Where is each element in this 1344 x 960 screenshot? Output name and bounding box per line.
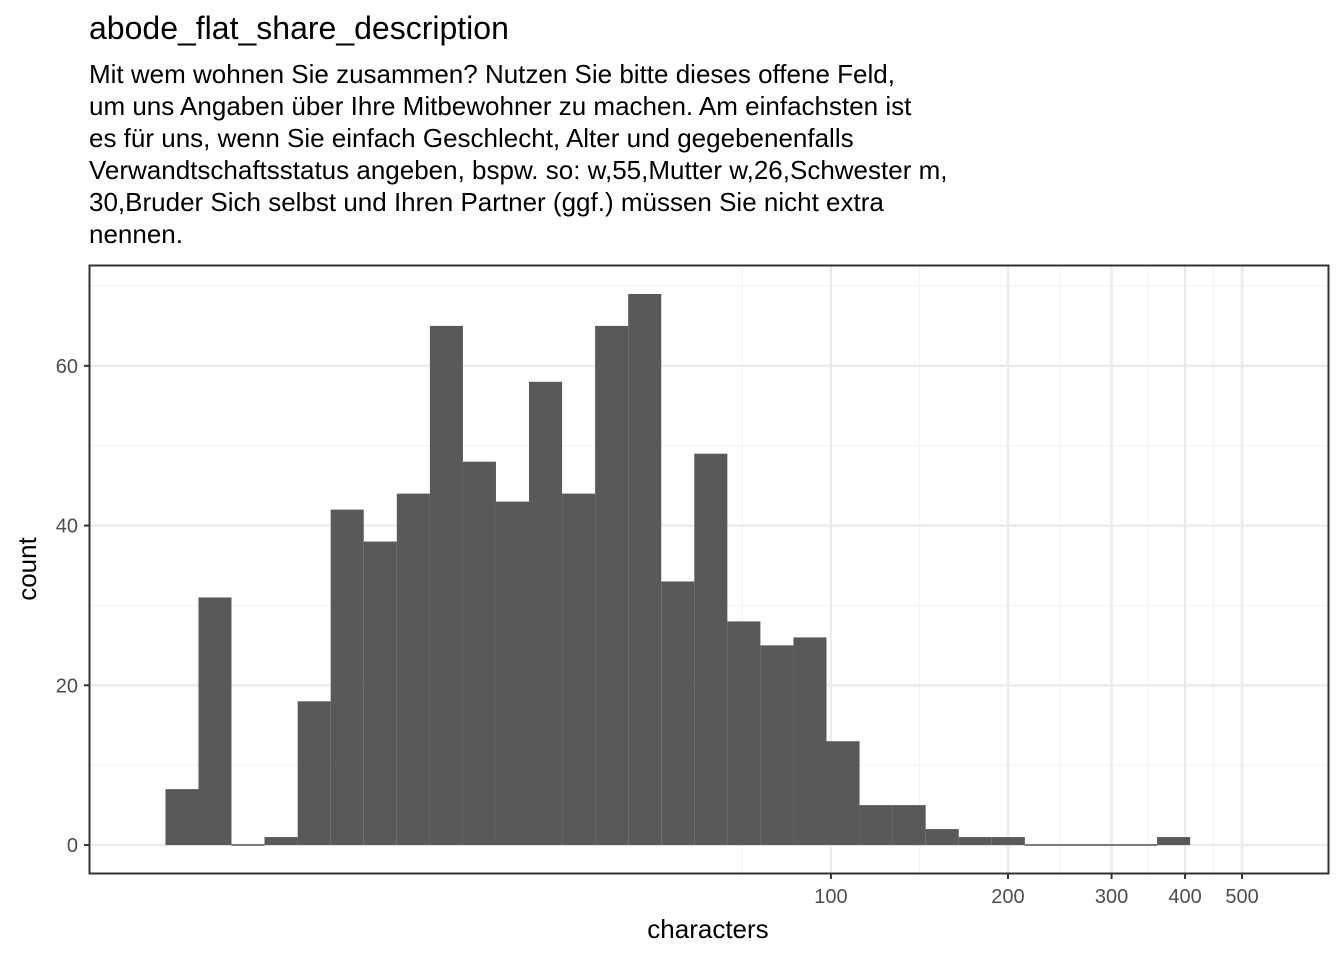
histogram-bar	[694, 453, 728, 846]
x-tick-label: 400	[1168, 886, 1201, 908]
y-axis-title: count	[12, 536, 42, 600]
histogram-bar	[826, 741, 860, 846]
x-axis-title: characters	[647, 914, 768, 944]
histogram-bar	[892, 805, 926, 846]
histogram-bar	[462, 461, 496, 846]
histogram-bar	[958, 837, 992, 846]
x-tick-label: 300	[1095, 886, 1128, 908]
y-tick-label: 40	[56, 516, 78, 538]
histogram-bar	[727, 621, 761, 846]
histogram-bar	[495, 501, 530, 846]
histogram-bar	[859, 805, 893, 846]
chart-subtitle: Mit wem wohnen Sie zusammen? Nutzen Sie …	[89, 59, 948, 249]
histogram-bar	[925, 829, 959, 846]
histogram-bar	[363, 541, 397, 846]
panel-border	[88, 264, 1330, 875]
y-tick-label: 20	[56, 675, 78, 697]
histogram-bar	[760, 645, 794, 846]
histogram-bar	[1157, 837, 1191, 846]
histogram-bar	[165, 789, 199, 846]
histogram-bar	[562, 493, 596, 846]
histogram-bar	[628, 293, 662, 846]
chart-title: abode_flat_share_description	[89, 10, 509, 46]
histogram-bar	[396, 493, 430, 846]
histogram-bar	[297, 701, 331, 846]
x-tick-label: 200	[991, 886, 1024, 908]
histogram-bar	[991, 837, 1025, 846]
histogram-bar	[264, 837, 298, 846]
y-tick-label: 0	[67, 835, 78, 857]
y-tick-label: 60	[56, 356, 78, 378]
histogram-bar	[793, 637, 827, 846]
bars	[165, 293, 1191, 846]
x-tick-label: 100	[814, 886, 847, 908]
grid-lines	[90, 266, 1328, 873]
histogram-bar	[198, 597, 232, 846]
histogram-bar	[429, 325, 463, 846]
histogram-bar	[595, 325, 629, 846]
x-tick-label: 500	[1225, 886, 1258, 908]
histogram-bar	[330, 509, 364, 846]
histogram-bar	[661, 581, 695, 846]
histogram-bar	[529, 381, 563, 846]
axes: 0 20 40 60 100 200 300 400 500	[56, 356, 1259, 908]
